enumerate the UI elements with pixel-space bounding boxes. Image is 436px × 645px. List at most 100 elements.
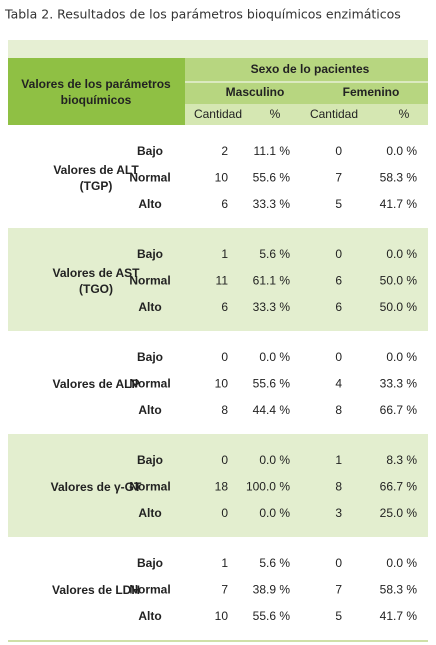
cell-value: 1 xyxy=(221,247,228,261)
cell-value: 11.1 % xyxy=(254,144,291,158)
cell-value: 11 xyxy=(216,274,229,288)
group-row-bg xyxy=(8,434,428,537)
cell-value: 0 xyxy=(335,144,342,158)
cell-value: 58.3 % xyxy=(380,171,418,185)
level-label: Alto xyxy=(138,609,161,623)
level-label: Alto xyxy=(138,403,161,417)
cell-value: 58.3 % xyxy=(380,583,418,597)
cell-value: 33.3 % xyxy=(253,300,291,314)
cell-value: 6 xyxy=(221,197,228,211)
cell-value: 0.0 % xyxy=(386,556,417,570)
group-label: Valores de ALP xyxy=(53,377,140,391)
table-title: Tabla 2. Resultados de los parámetros bi… xyxy=(4,7,401,22)
level-label: Bajo xyxy=(137,247,163,261)
cell-value: 5.6 % xyxy=(259,247,290,261)
level-label: Normal xyxy=(129,583,170,597)
cell-value: 5 xyxy=(335,197,342,211)
cell-value: 3 xyxy=(335,506,342,520)
group-label: (TGO) xyxy=(79,282,113,296)
cell-value: 1 xyxy=(221,556,228,570)
cell-value: 7 xyxy=(335,583,342,597)
sex-header: Sexo de lo pacientes xyxy=(251,62,370,76)
group-label: Valores de LDH xyxy=(52,583,140,597)
cell-value: 10 xyxy=(215,609,229,623)
cell-value: 44.4 % xyxy=(253,403,291,417)
cell-value: 0.0 % xyxy=(259,453,290,467)
cell-value: 7 xyxy=(335,171,342,185)
cell-value: 6 xyxy=(221,300,228,314)
sex-header-bg xyxy=(185,58,428,104)
col-header-bg xyxy=(185,104,428,125)
cell-value: 0.0 % xyxy=(259,506,290,520)
cell-value: 66.7 % xyxy=(380,403,418,417)
cell-value: 0.0 % xyxy=(386,247,417,261)
level-label: Alto xyxy=(138,506,161,520)
cell-value: 0 xyxy=(221,350,228,364)
cell-value: 0 xyxy=(221,506,228,520)
level-label: Normal xyxy=(129,480,170,494)
group-label: Valores de AST xyxy=(53,266,141,280)
top-strip xyxy=(8,40,428,58)
cell-value: 50.0 % xyxy=(380,274,418,288)
level-label: Alto xyxy=(138,300,161,314)
group-column-header: Valores de los parámetros xyxy=(21,77,171,91)
cell-value: 2 xyxy=(221,144,228,158)
cell-value: 61.1 % xyxy=(253,274,291,288)
cell-value: 1 xyxy=(335,453,342,467)
cell-value: 6 xyxy=(335,300,342,314)
cell-value: 5 xyxy=(335,609,342,623)
cell-value: 8.3 % xyxy=(386,453,417,467)
cell-value: 8 xyxy=(335,403,342,417)
group-row-bg xyxy=(8,125,428,228)
cell-value: 0.0 % xyxy=(386,144,417,158)
cell-value: 10 xyxy=(215,377,229,391)
cell-value: 38.9 % xyxy=(253,583,291,597)
cell-value: 50.0 % xyxy=(380,300,418,314)
column-header: % xyxy=(399,107,410,121)
level-label: Normal xyxy=(129,171,170,185)
cell-value: 33.3 % xyxy=(380,377,418,391)
group-column-header: bioquímicos xyxy=(61,93,132,107)
level-label: Alto xyxy=(138,197,161,211)
cell-value: 0 xyxy=(221,453,228,467)
cell-value: 66.7 % xyxy=(380,480,418,494)
cell-value: 55.6 % xyxy=(253,171,291,185)
group-label: Valores de γ-GT xyxy=(51,480,142,494)
level-label: Normal xyxy=(129,274,170,288)
cell-value: 41.7 % xyxy=(380,197,418,211)
female-header: Femenino xyxy=(343,85,400,99)
cell-value: 10 xyxy=(215,171,229,185)
group-row-bg xyxy=(8,537,428,640)
group-header-bg xyxy=(8,58,185,125)
cell-value: 55.6 % xyxy=(253,609,291,623)
cell-value: 0 xyxy=(335,247,342,261)
cell-value: 0 xyxy=(335,350,342,364)
group-label: Valores de ALT xyxy=(53,163,139,177)
cell-value: 5.6 % xyxy=(259,556,290,570)
male-header: Masculino xyxy=(226,85,285,99)
column-header: Cantidad xyxy=(194,107,242,121)
cell-value: 8 xyxy=(221,403,228,417)
level-label: Bajo xyxy=(137,144,163,158)
level-label: Normal xyxy=(129,377,170,391)
cell-value: 4 xyxy=(335,377,342,391)
cell-value: 41.7 % xyxy=(380,609,418,623)
cell-value: 55.6 % xyxy=(253,377,291,391)
cell-value: 25.0 % xyxy=(380,506,418,520)
bottom-border xyxy=(8,640,428,642)
cell-value: 7 xyxy=(221,583,228,597)
cell-value: 0.0 % xyxy=(259,350,290,364)
cell-value: 18 xyxy=(215,480,229,494)
cell-value: 0.0 % xyxy=(386,350,417,364)
group-label: (TGP) xyxy=(80,179,113,193)
level-label: Bajo xyxy=(137,556,163,570)
cell-value: 0 xyxy=(335,556,342,570)
cell-value: 8 xyxy=(335,480,342,494)
group-row-bg xyxy=(8,331,428,434)
level-label: Bajo xyxy=(137,453,163,467)
cell-value: 33.3 % xyxy=(253,197,291,211)
cell-value: 100.0 % xyxy=(246,480,290,494)
column-header: % xyxy=(270,107,281,121)
